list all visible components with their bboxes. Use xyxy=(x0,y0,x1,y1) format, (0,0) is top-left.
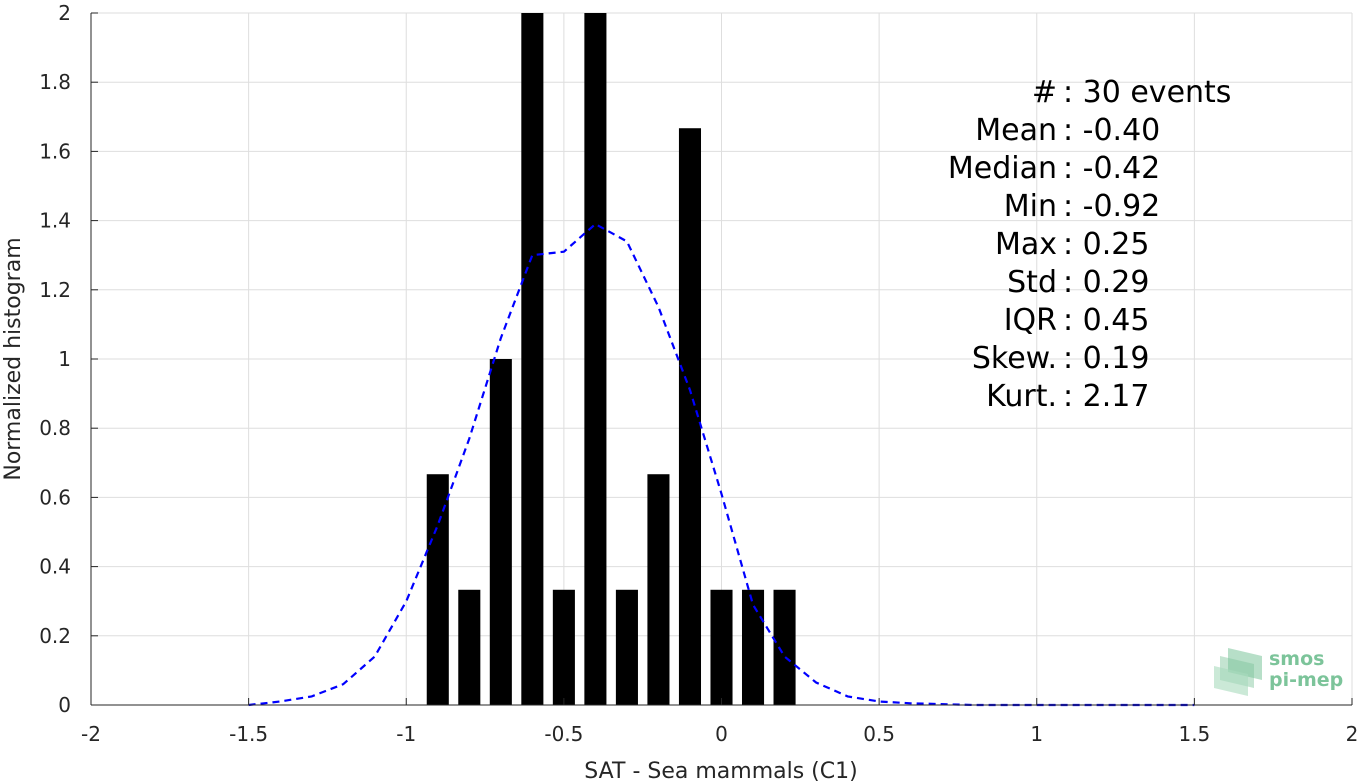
x-tick-label: 0 xyxy=(715,722,728,746)
y-tick-label: 0 xyxy=(58,693,71,717)
logo-waves-icon xyxy=(1214,648,1262,696)
y-axis-label: Normalized histogram xyxy=(1,237,26,480)
histogram-bar xyxy=(741,589,765,705)
stat-value: : -0.40 xyxy=(1063,113,1160,148)
fit-curve-group xyxy=(248,222,1195,707)
y-tick-label: 1.6 xyxy=(39,139,71,163)
histogram-bar xyxy=(458,589,481,705)
x-tick-label: -1 xyxy=(396,722,416,746)
x-tick-label: -1.5 xyxy=(229,722,268,746)
histogram-bar xyxy=(678,128,702,705)
stat-value: : 30 events xyxy=(1063,75,1231,110)
tick-labels: -2 -1.5 -1 -0.5 0 0.5 1 1.5 2 0 0.2 0.4 0.6 0.8 1 1.2 1.… xyxy=(39,1,1358,746)
stat-label: Max xyxy=(995,227,1057,262)
stat-label: Min xyxy=(1004,189,1057,224)
stat-value: : 0.25 xyxy=(1063,227,1149,262)
fit-curve xyxy=(248,222,1195,707)
stat-value: : 0.19 xyxy=(1063,341,1149,376)
histogram-bar xyxy=(773,589,796,705)
stat-label: Kurt. xyxy=(986,379,1057,414)
stat-value: : 0.29 xyxy=(1063,265,1149,300)
y-tick-label: 0.2 xyxy=(39,624,71,648)
x-tick-label: 1.5 xyxy=(1178,722,1210,746)
y-tick-label: 1.2 xyxy=(39,278,71,302)
histogram-bar xyxy=(647,474,670,705)
histogram-bar xyxy=(521,13,544,705)
stat-value: : -0.42 xyxy=(1063,151,1160,186)
histogram-bar xyxy=(710,589,733,705)
y-tick-label: 0.8 xyxy=(39,416,71,440)
logo-text-line2: pi-mep xyxy=(1269,669,1343,691)
x-axis-label: SAT - Sea mammals (C1) xyxy=(584,759,857,784)
x-tick-label: -0.5 xyxy=(544,722,583,746)
y-tick-label: 0.6 xyxy=(39,485,71,509)
x-tick-label: 0.5 xyxy=(863,722,895,746)
logo-text-line1: smos xyxy=(1269,648,1324,670)
stat-label: Std xyxy=(1007,265,1057,300)
stat-value: : 0.45 xyxy=(1063,303,1149,338)
histogram-bar xyxy=(615,589,638,705)
bars xyxy=(426,13,796,705)
histogram-bar xyxy=(489,359,512,705)
stat-label: Skew. xyxy=(972,341,1057,376)
stat-value: : 2.17 xyxy=(1063,379,1149,414)
stat-value: : -0.92 xyxy=(1063,189,1160,224)
smos-pi-mep-logo: smos pi-mep xyxy=(1214,648,1343,696)
histogram-bar xyxy=(584,13,607,705)
stat-label: Median xyxy=(948,151,1057,186)
stat-label: # xyxy=(1032,75,1057,110)
stat-label: IQR xyxy=(1004,303,1057,338)
y-tick-label: 0.4 xyxy=(39,555,71,579)
x-tick-label: -2 xyxy=(81,722,101,746)
y-tick-label: 2 xyxy=(58,1,71,25)
histogram-bar xyxy=(552,589,575,705)
histogram-bar xyxy=(426,474,449,705)
x-tick-label: 2 xyxy=(1346,722,1359,746)
x-tick-label: 1 xyxy=(1030,722,1043,746)
y-tick-label: 1 xyxy=(58,347,71,371)
axes xyxy=(90,12,1353,706)
y-tick-label: 1.8 xyxy=(39,70,71,94)
stat-label: Mean xyxy=(975,113,1057,148)
y-tick-label: 1.4 xyxy=(39,209,71,233)
